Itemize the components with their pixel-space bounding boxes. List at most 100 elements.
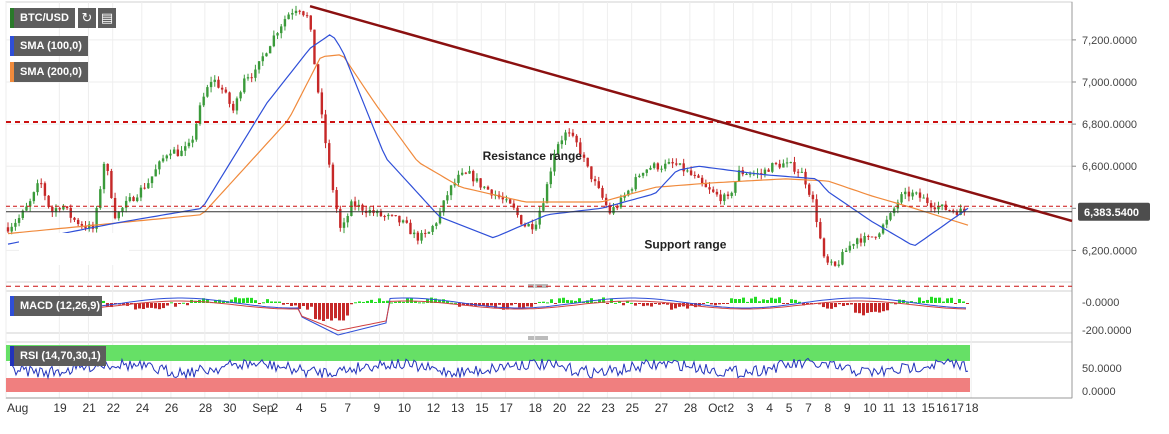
candle-body xyxy=(246,77,250,79)
x-tick-label: 20 xyxy=(553,401,567,415)
candle-body xyxy=(154,169,157,177)
candle-body xyxy=(331,164,335,191)
macd-bar xyxy=(214,300,217,303)
macd-bar xyxy=(950,297,953,303)
candle-body xyxy=(479,178,482,188)
macd-bar xyxy=(866,303,869,313)
candle-body xyxy=(867,236,870,238)
macd-bar xyxy=(238,298,241,303)
calendar-icon[interactable]: ▤ xyxy=(98,8,116,28)
candle-body xyxy=(907,191,911,197)
candle-body xyxy=(483,186,486,188)
macd-bar xyxy=(486,303,489,307)
candle-body xyxy=(350,201,353,217)
candle-body xyxy=(401,220,405,223)
sma200-legend[interactable]: SMA (200,0) xyxy=(10,62,88,82)
macd-bar xyxy=(334,303,337,319)
candle-body xyxy=(69,208,72,218)
macd-bar xyxy=(394,301,397,303)
sma200-legend-text: SMA (200,0) xyxy=(20,66,82,78)
x-tick-label: 17 xyxy=(951,401,965,415)
candle-body xyxy=(730,192,733,196)
macd-bar xyxy=(422,302,425,304)
candle-body xyxy=(54,208,58,213)
y-tick-label: 6,600.0000 xyxy=(1082,161,1137,173)
macd-bar xyxy=(726,303,729,305)
candle-body xyxy=(656,163,660,170)
sma100-legend[interactable]: SMA (100,0) xyxy=(10,36,88,56)
macd-bar xyxy=(794,299,797,303)
symbol-label[interactable]: BTC/USD xyxy=(10,8,75,28)
macd-bar xyxy=(182,302,185,304)
x-tick-label: 10 xyxy=(863,401,877,415)
macd-bar xyxy=(690,303,693,306)
candle-body xyxy=(51,206,54,213)
macd-bar xyxy=(526,303,529,307)
macd-bar xyxy=(742,297,745,303)
macd-bar xyxy=(438,299,441,303)
macd-bar xyxy=(802,303,805,306)
macd-bar xyxy=(270,301,273,303)
candle-body xyxy=(575,135,578,143)
x-tick-label: 18 xyxy=(965,401,979,415)
candle-body xyxy=(667,162,671,164)
candle-body xyxy=(940,204,944,207)
candle-body xyxy=(446,195,449,201)
candle-body xyxy=(520,215,523,225)
macd-bar xyxy=(134,303,137,310)
candle-body xyxy=(261,56,264,62)
candle-body xyxy=(291,13,294,15)
x-tick-label: 4 xyxy=(766,401,773,415)
candle-body xyxy=(147,183,150,189)
macd-bar xyxy=(142,303,145,310)
candle-body xyxy=(272,35,276,47)
candle-body xyxy=(630,189,634,191)
macd-bar xyxy=(234,297,237,303)
macd-bar xyxy=(818,303,821,305)
candle-body xyxy=(420,232,423,241)
candle-body xyxy=(412,232,416,235)
macd-bar xyxy=(574,300,577,303)
macd-legend[interactable]: MACD (12,26,9) xyxy=(10,296,102,316)
candle-body xyxy=(826,256,829,263)
macd-bar xyxy=(610,298,613,303)
macd-bar xyxy=(494,303,497,308)
candle-body xyxy=(169,153,172,156)
macd-bar xyxy=(862,303,865,316)
candle-body xyxy=(874,236,877,238)
macd-bar xyxy=(534,303,537,304)
candle-body xyxy=(808,184,811,195)
macd-bar xyxy=(958,299,961,303)
candle-body xyxy=(689,170,693,175)
candle-body xyxy=(486,186,490,190)
candle-body xyxy=(427,231,431,234)
macd-bar xyxy=(298,303,301,309)
refresh-icon[interactable]: ↻ xyxy=(78,8,96,28)
x-tick-label: 7 xyxy=(805,401,812,415)
candle-body xyxy=(634,177,637,190)
candle-body xyxy=(328,143,331,165)
candle-body xyxy=(737,170,741,182)
rsi-legend[interactable]: RSI (14,70,30,1) xyxy=(10,346,106,366)
candle-body xyxy=(136,197,139,202)
candle-body xyxy=(833,261,837,266)
macd-bar xyxy=(114,303,117,304)
candle-body xyxy=(627,190,630,196)
candle-body xyxy=(80,224,84,226)
candle-body xyxy=(206,87,209,97)
macd-bar xyxy=(838,303,841,305)
candle-body xyxy=(568,132,571,134)
candle-body xyxy=(697,175,700,178)
candle-body xyxy=(645,169,648,173)
candle-body xyxy=(139,187,143,198)
x-tick-label: 28 xyxy=(684,401,698,415)
macd-bar xyxy=(942,301,945,303)
macd-bar xyxy=(758,301,761,303)
macd-bar xyxy=(542,301,545,303)
candle-body xyxy=(892,208,896,214)
candle-body xyxy=(686,170,689,172)
macd-bar xyxy=(378,298,381,303)
candle-body xyxy=(449,185,453,196)
x-tick-label: 19 xyxy=(53,401,67,415)
candle-body xyxy=(889,213,892,220)
